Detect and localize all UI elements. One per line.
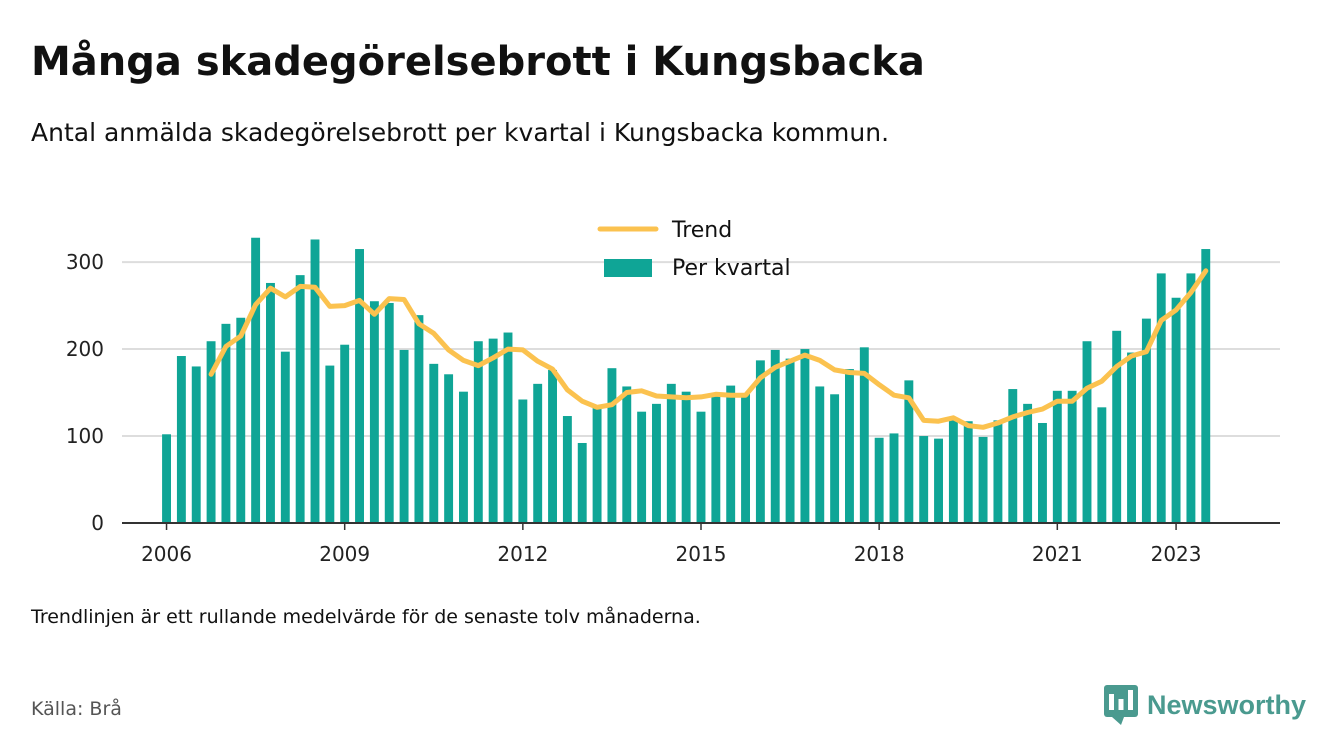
x-tick-label: 2018: [854, 542, 905, 566]
x-tick-label: 2021: [1032, 542, 1083, 566]
legend-label-per-kvartal: Per kvartal: [672, 256, 791, 281]
bar-per-kvartal: [1186, 273, 1196, 523]
bar-series-per-kvartal: [162, 237, 1211, 524]
bar-per-kvartal: [251, 237, 261, 524]
bar-per-kvartal: [622, 386, 632, 523]
trend-series: [208, 268, 1209, 430]
bar-per-kvartal: [429, 363, 439, 523]
newsworthy-logo-icon: [1103, 685, 1138, 725]
bar-per-kvartal: [310, 239, 320, 523]
source-credit: Källa: Brå: [31, 698, 122, 720]
bar-per-kvartal: [607, 368, 617, 523]
bar-per-kvartal: [711, 396, 721, 523]
bar-per-kvartal: [1171, 297, 1181, 523]
chart-subtitle: Antal anmälda skadegörelsebrott per kvar…: [31, 118, 890, 147]
axes: 0 100 200 300 2006 2009 2012 2015 2018 2021 2023: [66, 250, 1280, 566]
bar-per-kvartal: [904, 380, 914, 523]
bar-per-kvartal: [592, 406, 602, 523]
bar-per-kvartal: [681, 391, 691, 523]
bar-per-kvartal: [577, 442, 587, 523]
bar-per-kvartal: [919, 436, 929, 523]
bar-per-kvartal: [741, 393, 750, 523]
bar-per-kvartal: [889, 433, 899, 523]
footnote: Trendlinjen är ett rullande medelvärde f…: [31, 606, 701, 628]
bar-per-kvartal: [637, 411, 647, 523]
bar-per-kvartal: [266, 282, 275, 523]
bar-per-kvartal: [963, 421, 973, 523]
bar-per-kvartal: [785, 358, 795, 523]
bar-per-kvartal: [934, 438, 943, 523]
bar-per-kvartal: [384, 302, 394, 523]
bar-per-kvartal: [1112, 330, 1122, 523]
bar-per-kvartal: [726, 385, 736, 523]
trend-line: [208, 268, 1209, 430]
bar-per-kvartal: [221, 323, 231, 523]
bar-per-kvartal: [948, 419, 958, 523]
y-tick-label: 200: [66, 337, 104, 361]
bar-per-kvartal: [859, 347, 869, 523]
bar-per-kvartal: [874, 437, 884, 523]
x-tick-label: 2015: [676, 542, 727, 566]
x-tick-label: 2006: [141, 542, 192, 566]
bar-per-kvartal: [1201, 249, 1211, 523]
legend-label-trend: Trend: [671, 218, 732, 243]
bar-per-kvartal: [488, 338, 498, 523]
bar-per-kvartal: [444, 374, 454, 523]
bar-per-kvartal: [562, 416, 572, 523]
bar-per-kvartal: [355, 249, 364, 523]
bar-per-kvartal: [845, 369, 854, 523]
bar-per-kvartal: [1052, 390, 1062, 523]
bar-per-kvartal: [815, 386, 825, 523]
bar-per-kvartal: [755, 360, 765, 523]
bar-per-kvartal: [548, 369, 557, 523]
bar-per-kvartal: [666, 383, 676, 523]
bar-per-kvartal: [236, 317, 246, 523]
bar-per-kvartal: [399, 349, 409, 523]
brand-logo[interactable]: Newsworthy: [1103, 683, 1306, 727]
bar-per-kvartal: [206, 341, 216, 523]
bar-per-kvartal: [978, 436, 988, 523]
y-tick-label: 0: [91, 511, 104, 535]
bar-per-kvartal: [414, 315, 424, 523]
bar-per-kvartal: [1097, 407, 1107, 523]
bar-per-kvartal: [993, 420, 1003, 523]
bar-per-kvartal: [1141, 318, 1151, 523]
bar-per-kvartal: [503, 332, 513, 523]
bar-per-kvartal: [369, 301, 379, 523]
bar-per-kvartal: [176, 356, 186, 523]
x-tick-label: 2023: [1151, 542, 1202, 566]
bar-per-kvartal: [1082, 341, 1092, 523]
legend-swatch-per-kvartal: [604, 259, 652, 277]
chart-title: Många skadegörelsebrott i Kungsbacka: [31, 39, 925, 85]
y-tick-label: 300: [66, 250, 104, 274]
x-tick-label: 2009: [319, 542, 370, 566]
bar-per-kvartal: [652, 403, 661, 523]
chart-area: 0 100 200 300 2006 2009 2012 2015 2018 2021 2023 T…: [66, 218, 1280, 566]
x-tick-label: 2012: [497, 542, 548, 566]
bar-per-kvartal: [1008, 389, 1018, 523]
bar-per-kvartal: [533, 383, 543, 523]
bar-per-kvartal: [1067, 390, 1077, 523]
bar-per-kvartal: [325, 365, 335, 523]
bar-per-kvartal: [1156, 273, 1166, 523]
bar-per-kvartal: [1038, 422, 1047, 523]
bar-per-kvartal: [696, 411, 706, 523]
bar-per-kvartal: [1023, 403, 1033, 523]
legend: Trend Per kvartal: [597, 218, 791, 281]
bar-per-kvartal: [340, 344, 350, 523]
y-tick-label: 100: [66, 424, 104, 448]
bar-per-kvartal: [459, 391, 468, 523]
brand-name: Newsworthy: [1146, 689, 1306, 720]
bar-per-kvartal: [162, 434, 171, 523]
bar-per-kvartal: [280, 351, 290, 523]
bar-per-kvartal: [800, 349, 810, 523]
bar-per-kvartal: [295, 275, 305, 523]
bar-per-kvartal: [1127, 352, 1136, 523]
bar-per-kvartal: [473, 341, 483, 523]
bar-per-kvartal: [770, 349, 780, 523]
bar-per-kvartal: [518, 399, 528, 523]
bar-per-kvartal: [191, 366, 201, 523]
bar-per-kvartal: [830, 394, 840, 523]
